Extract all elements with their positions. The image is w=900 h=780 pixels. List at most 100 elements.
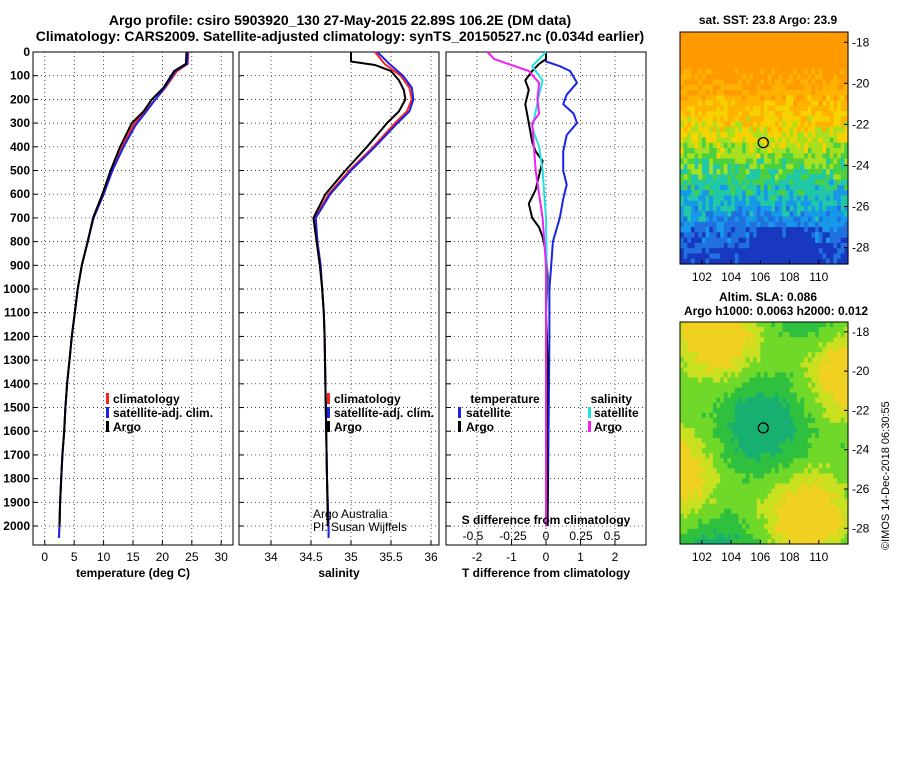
heatmap-cell [749, 37, 754, 44]
heatmap-cell [705, 402, 710, 409]
heatmap-cell [771, 528, 776, 535]
heatmap-cell [778, 53, 783, 59]
heatmap-cell [731, 342, 736, 348]
heatmap-cell [818, 478, 824, 485]
heatmap-cell [742, 84, 747, 91]
heatmap-cell [720, 503, 725, 510]
heatmap-cell [844, 47, 849, 54]
heatmap-cell [720, 242, 725, 249]
heatmap-cell [738, 116, 743, 123]
heatmap-cell [800, 422, 805, 429]
heatmap-cell [709, 184, 714, 191]
heatmap-cell [753, 528, 758, 535]
heatmap-cell [829, 528, 834, 535]
heatmap-cell [753, 357, 758, 363]
heatmap-cell [767, 37, 772, 44]
heatmap-cell [701, 137, 707, 144]
heatmap-cell [705, 253, 710, 260]
annotation-text: PI: Susan Wijffels [313, 520, 407, 534]
heatmap-cell [771, 538, 776, 545]
heatmap-cell [818, 206, 824, 212]
heatmap-cell [698, 53, 703, 59]
heatmap-cell [698, 392, 703, 399]
heatmap-cell [789, 190, 794, 197]
heatmap-cell [709, 473, 714, 480]
heatmap-cell [818, 195, 824, 202]
heatmap-cell [840, 377, 845, 384]
heatmap-cell [826, 132, 831, 139]
heatmap-cell [720, 84, 725, 91]
heatmap-cell [690, 387, 696, 394]
heatmap-cell [727, 533, 732, 540]
heatmap-cell [764, 232, 769, 239]
heatmap-cell [709, 382, 714, 389]
heatmap-cell [807, 153, 813, 160]
heatmap-cell [840, 95, 845, 102]
heatmap-cell [738, 158, 743, 165]
heatmap-cell [731, 79, 736, 86]
heatmap-cell [818, 443, 824, 449]
heatmap-cell [844, 153, 849, 160]
heatmap-cell [709, 137, 714, 144]
heatmap-cell [680, 453, 685, 459]
heatmap-cell [749, 352, 754, 358]
heatmap-cell [701, 453, 707, 459]
heatmap-cell [800, 468, 805, 474]
heatmap-cell [837, 362, 842, 369]
heatmap-cell [785, 184, 791, 191]
heatmap-cell [840, 478, 845, 485]
heatmap-cell [760, 158, 765, 165]
heatmap-cell [829, 377, 834, 384]
heatmap-cell [829, 179, 834, 186]
heatmap-cell [826, 427, 831, 434]
heatmap-cell [793, 478, 798, 485]
heatmap-cell [789, 211, 794, 218]
heatmap-cell [837, 111, 842, 117]
heatmap-cell [774, 433, 780, 439]
heatmap-cell [818, 227, 824, 233]
y-tick-label: 1900 [3, 495, 30, 509]
heatmap-cell [738, 37, 743, 44]
heatmap-cell [694, 258, 699, 265]
heatmap-cell [829, 402, 834, 409]
heatmap-cell [709, 68, 714, 75]
heatmap-cell [753, 74, 758, 81]
heatmap-cell [840, 211, 845, 218]
heatmap-cell [738, 322, 743, 328]
heatmap-cell [731, 58, 736, 65]
heatmap-cell [833, 37, 838, 44]
heatmap-cell [683, 367, 688, 374]
heatmap-cell [753, 332, 758, 338]
heatmap-cell [785, 352, 791, 358]
heatmap-cell [753, 32, 758, 38]
heatmap-cell [698, 528, 703, 535]
heatmap-cell [837, 443, 842, 449]
heatmap-cell [764, 533, 769, 540]
heatmap-cell [785, 232, 791, 239]
heatmap-cell [829, 116, 834, 123]
heatmap-cell [745, 387, 750, 394]
heatmap-cell [701, 132, 707, 139]
heatmap-cell [833, 453, 838, 459]
heatmap-cell [738, 68, 743, 75]
heatmap-cell [745, 153, 750, 160]
heatmap-cell [818, 184, 824, 191]
heatmap-cell [778, 79, 783, 86]
heatmap-cell [840, 332, 845, 338]
heatmap-cell [680, 195, 685, 202]
heatmap-cell [767, 132, 772, 139]
heatmap-cell [789, 498, 794, 505]
heatmap-cell [778, 478, 783, 485]
heatmap-cell [738, 174, 743, 181]
heatmap-cell [771, 169, 776, 175]
map-x-tick-label: 104 [721, 550, 741, 564]
heatmap-cell [723, 463, 729, 469]
heatmap-cell [690, 468, 696, 474]
heatmap-cell [778, 463, 783, 469]
heatmap-cell [818, 74, 824, 81]
heatmap-cell [778, 427, 783, 434]
heatmap-cell [756, 392, 761, 399]
heatmap-cell [731, 221, 736, 228]
heatmap-cell [826, 503, 831, 510]
heatmap-cell [723, 443, 729, 449]
